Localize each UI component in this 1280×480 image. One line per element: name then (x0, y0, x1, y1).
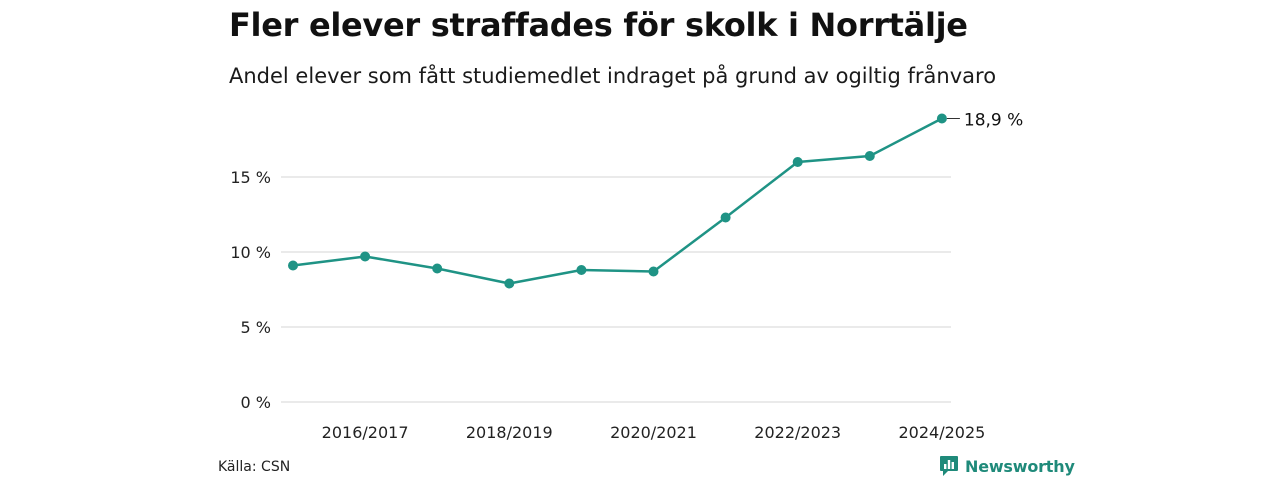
x-tick-label: 2018/2019 (466, 423, 553, 442)
x-tick-label: 2020/2021 (610, 423, 697, 442)
data-point (288, 260, 298, 271)
data-point (720, 212, 731, 223)
x-tick-label: 2022/2023 (754, 423, 841, 442)
y-tick-label: 0 % (241, 393, 271, 412)
y-tick-label: 5 % (241, 318, 271, 337)
x-tick-label: 2024/2025 (898, 423, 985, 442)
x-tick-label: 2016/2017 (322, 423, 409, 442)
series-layer (292, 117, 943, 285)
brand-name: Newsworthy (965, 456, 1075, 476)
data-point (936, 113, 947, 124)
y-tick-label: 10 % (230, 243, 271, 262)
x-axis-ticks: 2016/2017 2018/2019 2020/2021 2022/2023 2024… (322, 423, 986, 442)
series-line (292, 117, 943, 285)
data-point (792, 157, 803, 167)
newsworthy-bar-chart-icon (940, 456, 958, 476)
annotations: 18,9 % (946, 111, 1023, 131)
source-note: Källa: CSN (218, 459, 291, 475)
brand-logo: Newsworthy (939, 455, 1075, 477)
data-point (432, 263, 443, 274)
y-tick-label: 15 % (230, 168, 271, 187)
data-points (288, 113, 947, 289)
data-point (576, 265, 587, 275)
data-point (648, 266, 659, 277)
grid-lines (281, 176, 951, 403)
data-point (360, 251, 371, 262)
end-value-label: 18,9 % (964, 111, 1023, 131)
data-point (864, 151, 875, 161)
data-point (504, 278, 515, 289)
y-axis-ticks: 0 % 5 % 10 % 15 % (230, 168, 271, 412)
chart-subtitle: Andel elever som fått studiemedlet indra… (229, 64, 997, 88)
chart-title: Fler elever straffades för skolk i Norrt… (229, 6, 968, 44)
